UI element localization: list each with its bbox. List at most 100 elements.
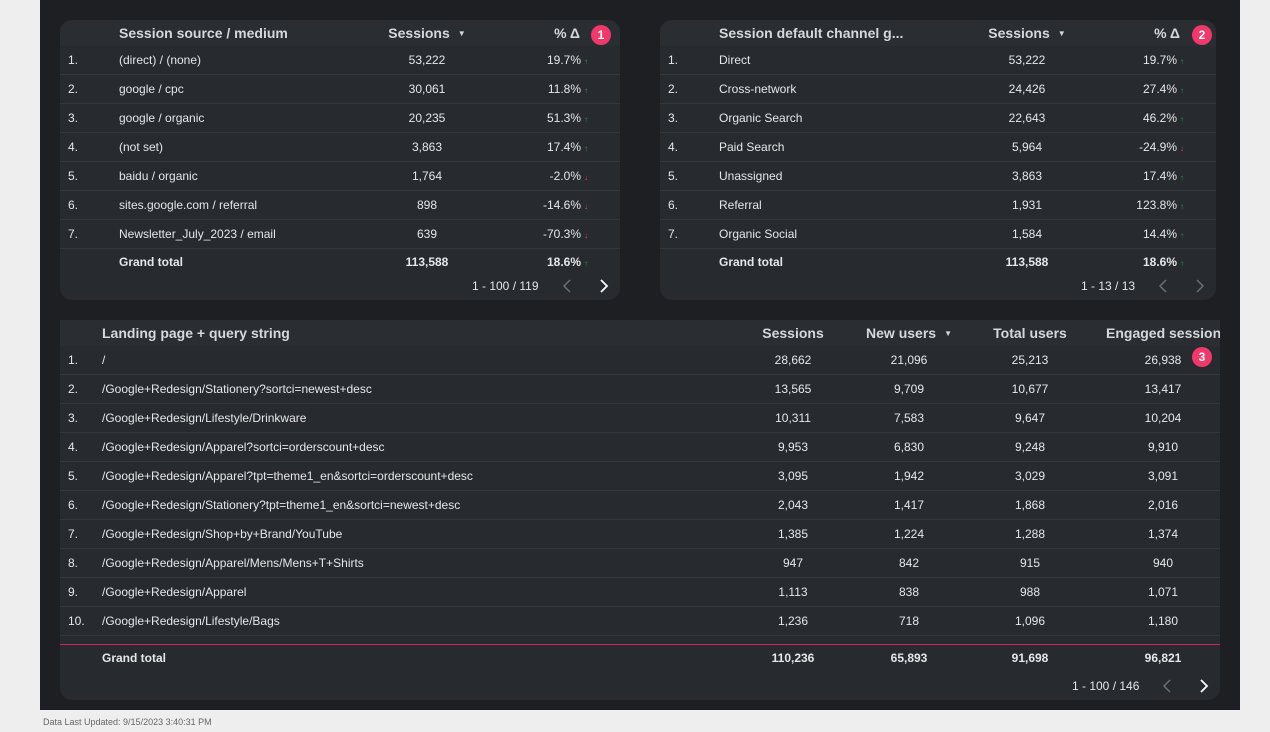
delta-cell: 19.7% ↑ [495,46,620,75]
next-page-icon[interactable] [1192,278,1206,294]
column-header-landing-page[interactable]: Landing page + query string [102,320,722,346]
delta-cell: 14.4% ↑ [1095,219,1216,249]
landing-page-path: /Google+Redesign/Stationery?tpt=theme1_e… [102,490,722,520]
row-index: 5. [60,461,102,491]
spacer-row [60,636,1220,645]
sessions-value: 13,565 [722,374,864,404]
table-row[interactable]: 7./Google+Redesign/Shop+by+Brand/YouTube… [60,519,1220,549]
row-name: Referral [719,190,959,220]
table-row[interactable]: 3. google / organic 20,235 51.3% ↑ [60,103,620,133]
table-row[interactable]: 2. Cross-network 24,426 27.4% ↑ [660,74,1216,104]
landing-page-path: / [102,346,722,375]
delta-value: -24.9% [1138,140,1177,154]
sessions-value: 3,863 [959,161,1095,191]
arrow-down-icon: ↓ [584,173,588,182]
total-users-value: 988 [954,577,1106,607]
table-row[interactable]: 7. Newsletter_July_2023 / email 639 -70.3% ↓ [60,219,620,249]
sessions-value: 1,764 [359,161,495,191]
table-row[interactable]: 2. google / cpc 30,061 11.8% ↑ [60,74,620,104]
sessions-value: 5,964 [959,132,1095,162]
row-name: (not set) [119,132,359,162]
column-header-sessions[interactable]: Sessions ▼ [359,20,495,46]
total-users-value: 1,096 [954,606,1106,636]
landing-page-path: /Google+Redesign/Stationery?sortci=newes… [102,374,722,404]
pagination-label: 1 - 100 / 119 [472,279,539,293]
row-name: Cross-network [719,74,959,104]
row-index: 7. [660,219,719,249]
sessions-value: 28,662 [722,346,864,375]
row-index: 2. [60,374,102,404]
sessions-value: 53,222 [359,46,495,75]
column-header-sessions[interactable]: Sessions ▼ [959,20,1095,46]
table-row[interactable]: 1./28,662 21,096 25,213 26,938 [60,346,1220,375]
arrow-up-icon: ↑ [1180,86,1184,95]
column-header-sessions[interactable]: Sessions [722,320,864,346]
table-row[interactable]: 10./Google+Redesign/Lifestyle/Bags 1,236 7… [60,606,1220,636]
row-index: 6. [660,190,719,220]
engaged-sessions-value: 1,374 [1106,519,1220,549]
arrow-up-icon: ↑ [584,144,588,153]
table-row[interactable]: 6. sites.google.com / referral 898 -14.6% ↓ [60,190,620,220]
table-row[interactable]: 6./Google+Redesign/Stationery?tpt=theme1… [60,490,1220,520]
column-header-source-medium[interactable]: Session source / medium [119,20,359,46]
sessions-value: 30,061 [359,74,495,104]
table-row[interactable]: 4. (not set) 3,863 17.4% ↑ [60,132,620,162]
row-index: 9. [60,577,102,607]
arrow-up-icon: ↑ [584,115,588,124]
arrow-up-icon: ↑ [1180,231,1184,240]
next-page-icon[interactable] [1196,678,1210,694]
sessions-value: 113,588 [359,248,495,275]
table-row[interactable]: 7. Organic Social 1,584 14.4% ↑ [660,219,1216,249]
table-row[interactable]: 5. Unassigned 3,863 17.4% ↑ [660,161,1216,191]
sessions-value: 1,113 [722,577,864,607]
table-row[interactable]: 9./Google+Redesign/Apparel 1,113 838 988 1,0… [60,577,1220,607]
delta-cell: 11.8% ↑ [495,74,620,104]
sessions-value: 1,385 [722,519,864,549]
row-index: 8. [60,548,102,578]
sessions-value: 947 [722,548,864,578]
row-index: 6. [60,190,119,220]
pagination-label: 1 - 13 / 13 [1081,279,1136,293]
sessions-value: 3,095 [722,461,864,491]
column-header-new-users[interactable]: New users ▼ [864,320,954,346]
delta-value: 123.8% [1136,198,1177,212]
total-users-value: 3,029 [954,461,1106,491]
column-header-engaged-sessions[interactable]: Engaged sessions [1106,320,1220,346]
table-row[interactable]: 4./Google+Redesign/Apparel?sortci=orders… [60,432,1220,462]
prev-page-icon[interactable] [1157,278,1171,294]
landing-page-path: /Google+Redesign/Apparel [102,577,722,607]
row-name: google / cpc [119,74,359,104]
table-row[interactable]: 5./Google+Redesign/Apparel?tpt=theme1_en… [60,461,1220,491]
prev-page-icon[interactable] [1161,678,1175,694]
row-name: (direct) / (none) [119,46,359,75]
engaged-sessions-value: 3,091 [1106,461,1220,491]
landing-page-path: /Google+Redesign/Lifestyle/Drinkware [102,403,722,433]
table-row[interactable]: 1. Direct 53,222 19.7% ↑ [660,46,1216,75]
table-row[interactable]: 8./Google+Redesign/Apparel/Mens/Mens+T+S… [60,548,1220,578]
table-row[interactable]: 6. Referral 1,931 123.8% ↑ [660,190,1216,220]
engaged-sessions-value: 10,204 [1106,403,1220,433]
prev-page-icon[interactable] [561,278,575,294]
table-row[interactable]: 3. Organic Search 22,643 46.2% ↑ [660,103,1216,133]
new-users-value: 838 [864,577,954,607]
row-index: 4. [60,132,119,162]
column-header-channel-group[interactable]: Session default channel g... [719,20,959,46]
sort-desc-icon: ▼ [944,329,952,338]
delta-value: 19.7% [546,53,581,67]
sessions-value: 1,584 [959,219,1095,249]
table-row[interactable]: 2./Google+Redesign/Stationery?sortci=new… [60,374,1220,404]
table-row[interactable]: 1. (direct) / (none) 53,222 19.7% ↑ [60,46,620,75]
data-last-updated: Data Last Updated: 9/15/2023 3:40:31 PM [43,717,212,727]
next-page-icon[interactable] [596,278,610,294]
table-row[interactable]: 5. baidu / organic 1,764 -2.0% ↓ [60,161,620,191]
delta-value: 17.4% [546,140,581,154]
table-row[interactable]: 4. Paid Search 5,964 -24.9% ↓ [660,132,1216,162]
sessions-value: 10,311 [722,403,864,433]
new-users-value: 6,830 [864,432,954,462]
table-row[interactable]: 3./Google+Redesign/Lifestyle/Drinkware 10… [60,403,1220,433]
column-header-total-users[interactable]: Total users [954,320,1106,346]
delta-cell: 18.6% ↑ [495,248,620,275]
engaged-sessions-value: 2,016 [1106,490,1220,520]
engaged-sessions-value: 940 [1106,548,1220,578]
arrow-up-icon: ↑ [1180,259,1184,268]
